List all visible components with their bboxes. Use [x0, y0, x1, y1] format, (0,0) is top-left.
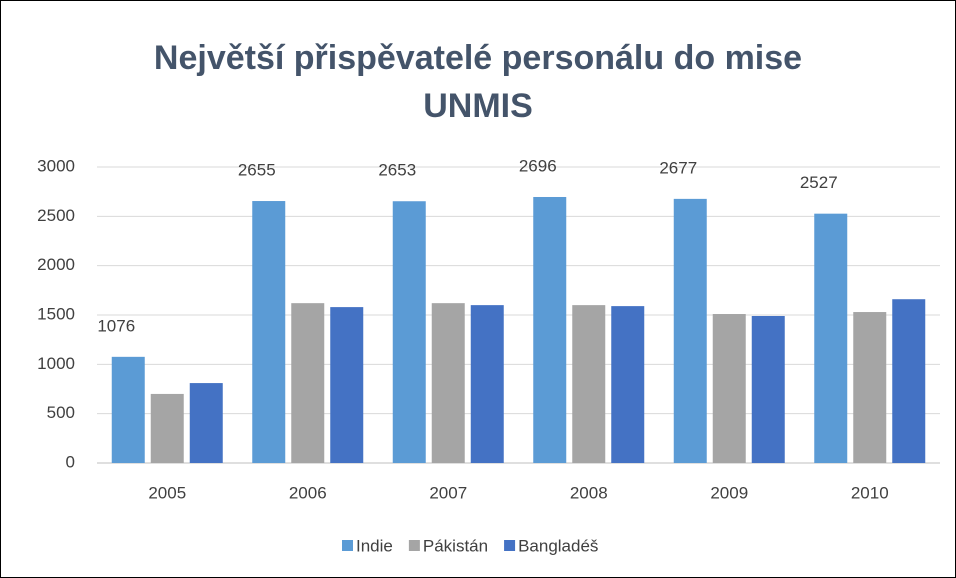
bar [814, 213, 848, 463]
bar [673, 198, 707, 464]
data-label: 1076 [97, 316, 135, 335]
y-tick-label: 1000 [37, 354, 75, 373]
data-label: 2527 [800, 173, 838, 192]
y-tick-label: 0 [66, 452, 75, 471]
y-tick-label: 2500 [37, 206, 75, 225]
bar [712, 314, 746, 463]
x-tick-label: 2007 [429, 483, 467, 502]
data-label: 2655 [238, 161, 276, 180]
bar [470, 305, 504, 463]
bar [533, 196, 567, 463]
y-tick-label: 2000 [37, 255, 75, 274]
y-tick-label: 3000 [37, 156, 75, 175]
bar [111, 356, 145, 463]
x-tick-label: 2005 [148, 483, 186, 502]
data-label: 2677 [659, 158, 697, 177]
legend-label: Indie [356, 536, 393, 555]
data-label: 2653 [378, 161, 416, 180]
bar [892, 299, 926, 463]
bar [431, 303, 465, 463]
bar [189, 383, 223, 463]
bar [751, 315, 785, 463]
x-tick-label: 2010 [851, 483, 889, 502]
y-tick-label: 1500 [37, 304, 75, 323]
x-tick-label: 2009 [710, 483, 748, 502]
bar [252, 201, 286, 464]
legend-label: Bangladéš [518, 536, 598, 555]
legend-swatch [408, 540, 420, 551]
y-tick-label: 500 [47, 403, 75, 422]
chart-title: Největší přispěvatelé personálu do mise … [153, 39, 803, 125]
bar [330, 307, 364, 463]
bar [392, 201, 426, 463]
legend-swatch [504, 540, 516, 551]
bar [150, 393, 184, 463]
legend-swatch [342, 540, 353, 551]
data-label: 2696 [519, 156, 557, 175]
bar [291, 303, 325, 463]
bar [853, 312, 887, 463]
legend-label: Pákistán [423, 536, 488, 555]
x-tick-label: 2006 [289, 483, 327, 502]
x-tick-label: 2008 [570, 483, 608, 502]
bar [611, 306, 645, 463]
bar [572, 305, 606, 463]
